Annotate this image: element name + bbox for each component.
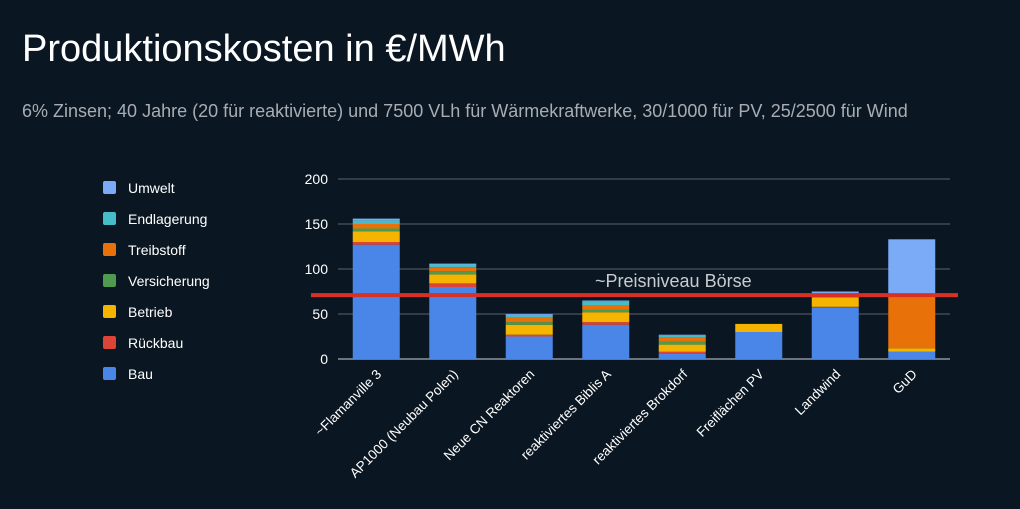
bar-stack-gud (888, 239, 936, 359)
bar-segment-umwelt (582, 300, 630, 302)
legend-swatch (103, 181, 116, 194)
bar-segment-treibstoff (658, 337, 706, 342)
legend-label: Rückbau (128, 335, 183, 351)
bar-segment-bau (811, 307, 859, 359)
bar-segment-betrieb (505, 324, 553, 335)
bar-segment-endlagerung (429, 264, 477, 268)
legend-item-bau: Bau (103, 366, 153, 382)
legend-item-betrieb: Betrieb (103, 304, 173, 320)
bar-segment-versicherung (505, 322, 553, 325)
legend-swatch (103, 212, 116, 225)
bar-segment-rückbau (429, 283, 477, 287)
reference-line-label: ~Preisniveau Börse (595, 271, 752, 291)
bar-segment-betrieb (811, 297, 859, 307)
bar-stack-neue-cn-reaktoren (505, 314, 553, 359)
legend-label: Umwelt (128, 180, 175, 196)
bar-segment-endlagerung (352, 220, 400, 224)
bar-segment-betrieb (658, 344, 706, 352)
y-tick-label: 200 (305, 171, 329, 187)
bar-stack-ap1000-neubau-polen (429, 263, 477, 359)
legend: Umwelt Endlagerung Treibstoff Versicherung B… (103, 180, 210, 382)
legend-item-endlagerung: Endlagerung (103, 211, 207, 227)
chart-subtitle: 6% Zinsen; 40 Jahre (20 für reaktivierte… (22, 101, 908, 121)
chart-title: Produktionskosten in €/MWh (22, 28, 506, 70)
legend-swatch (103, 274, 116, 287)
reference-line-group: ~Preisniveau Börse (311, 271, 958, 298)
bar-stack-reaktiviertes-biblis-a (582, 300, 630, 359)
bar-segment-umwelt (658, 334, 706, 336)
x-tick-label: Landwind (792, 367, 843, 418)
bar-segment-bau (352, 244, 400, 359)
legend-swatch (103, 305, 116, 318)
y-axis: 0 50 100 150 200 (305, 171, 329, 367)
bar-segment-bau (582, 324, 630, 359)
bar-segment-bau (658, 353, 706, 359)
bar-segment-bau (888, 351, 936, 359)
bar-segment-endlagerung (582, 301, 630, 305)
legend-swatch (103, 336, 116, 349)
bar-segment-treibstoff (582, 305, 630, 310)
bar-segment-bau (735, 332, 783, 359)
legend-label: Betrieb (128, 304, 173, 320)
legend-item-umwelt: Umwelt (103, 180, 175, 196)
legend-item-rückbau: Rückbau (103, 335, 183, 351)
legend-label: Endlagerung (128, 211, 207, 227)
bar-segment-betrieb (352, 231, 400, 242)
bar-segment-betrieb (735, 323, 783, 332)
bar-segment-rückbau (352, 242, 400, 245)
bar-segment-versicherung (352, 228, 400, 232)
legend-label: Bau (128, 366, 153, 382)
bar-segment-versicherung (429, 271, 477, 275)
x-tick-label: ~Flamanville 3 (312, 367, 384, 439)
bar-segment-bau (429, 287, 477, 359)
bar-segment-rückbau (505, 334, 553, 337)
bar-segment-rückbau (811, 306, 859, 308)
bar-segment-umwelt (888, 239, 936, 296)
bar-segment-betrieb (888, 348, 936, 352)
bar-segment-rückbau (582, 322, 630, 325)
bar-segment-endlagerung (505, 314, 553, 318)
bar-stack-reaktiviertes-brokdorf (658, 334, 706, 359)
legend-swatch (103, 243, 116, 256)
y-tick-label: 0 (320, 351, 328, 367)
bar-segment-treibstoff (505, 317, 553, 323)
bar-stack-flamanville-3 (352, 218, 400, 359)
bar-segment-betrieb (429, 274, 477, 284)
bar-segment-rückbau (658, 351, 706, 354)
bar-stack-freiflächen-pv (735, 323, 783, 359)
y-tick-label: 150 (305, 216, 329, 232)
x-tick-label: GuD (890, 366, 920, 396)
bar-segment-umwelt (352, 218, 400, 221)
bar-segment-versicherung (658, 341, 706, 345)
bar-segment-treibstoff (352, 224, 400, 229)
y-tick-label: 100 (305, 261, 329, 277)
legend-swatch (103, 367, 116, 380)
legend-item-versicherung: Versicherung (103, 273, 210, 289)
legend-label: Versicherung (128, 273, 210, 289)
bar-segment-endlagerung (658, 335, 706, 338)
bar-segment-umwelt (505, 314, 553, 315)
legend-item-treibstoff: Treibstoff (103, 242, 186, 258)
y-tick-label: 50 (312, 306, 328, 322)
bar-segment-versicherung (582, 309, 630, 313)
bar-stack-landwind (811, 291, 859, 359)
bar-segment-bau (505, 336, 553, 359)
bar-segment-umwelt (429, 263, 477, 265)
bar-segment-treibstoff (429, 267, 477, 272)
bar-segment-betrieb (582, 312, 630, 323)
legend-label: Treibstoff (128, 242, 186, 258)
x-tick-label: Freiflächen PV (694, 367, 767, 440)
bar-segment-treibstoff (888, 295, 936, 349)
